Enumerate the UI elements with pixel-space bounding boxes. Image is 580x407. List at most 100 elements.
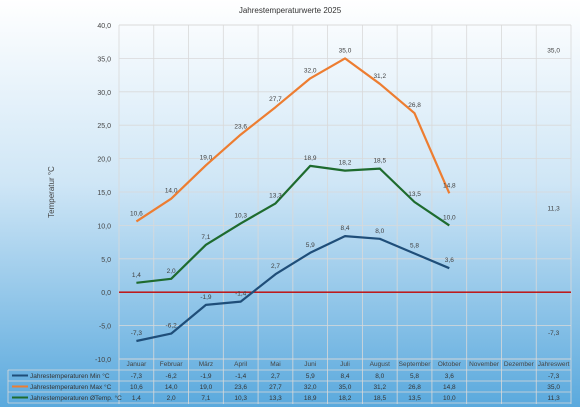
- data-label: 14,0: [165, 188, 178, 195]
- y-axis-label: Temperatur °C: [47, 166, 56, 218]
- chart-title: Jahrestemperaturwerte 2025: [239, 6, 342, 15]
- data-label: 11,3: [548, 206, 561, 213]
- y-tick-label: -10,0: [95, 357, 111, 364]
- x-category-label: Oktober: [438, 361, 462, 368]
- data-label: -7,3: [548, 330, 560, 337]
- data-label: 18,9: [304, 155, 317, 162]
- table-cell: 35,0: [339, 384, 352, 391]
- x-category-label: November: [469, 361, 500, 368]
- data-label: 10,6: [130, 210, 143, 217]
- table-cell: 14,8: [443, 384, 456, 391]
- series-line-2: [135, 57, 451, 223]
- table-cell: 18,5: [373, 395, 386, 402]
- table-cell: 3,6: [445, 373, 454, 380]
- y-tick-label: 25,0: [97, 123, 111, 130]
- y-tick-label: -5,0: [99, 324, 111, 331]
- legend-label: Jahrestemperaturen Max °C: [30, 383, 112, 391]
- table-cell: 18,9: [304, 395, 317, 402]
- data-label: 23,6: [234, 124, 247, 131]
- table-cell: -1,9: [200, 373, 212, 380]
- table-cell: 13,5: [408, 395, 421, 402]
- data-label: 31,2: [373, 73, 386, 80]
- table-cell: -7,3: [548, 373, 560, 380]
- table-cell: 5,8: [410, 373, 419, 380]
- table-cell: 10,6: [130, 384, 143, 391]
- table-cell: -7,3: [131, 373, 143, 380]
- table-cell: 11,3: [548, 395, 561, 402]
- table-cell: 2,7: [271, 373, 280, 380]
- table-cell: 1,4: [132, 395, 141, 402]
- data-label: 2,7: [271, 263, 280, 270]
- x-category-label: Februar: [160, 361, 184, 368]
- series-line-1: [136, 235, 450, 343]
- x-category-label: Dezember: [504, 361, 535, 368]
- table-cell: 8,4: [340, 373, 349, 380]
- data-label: 27,7: [269, 96, 282, 103]
- data-label: -1,9: [200, 294, 212, 301]
- series-line-3: [136, 164, 450, 284]
- data-label: 18,5: [373, 158, 386, 165]
- data-label: 10,0: [443, 214, 456, 221]
- data-label: -6,2: [166, 323, 178, 330]
- table-cell: 23,6: [234, 384, 247, 391]
- table-cell: 35,0: [547, 384, 560, 391]
- table-cell: 8,0: [375, 373, 384, 380]
- y-tick-label: 0,0: [101, 290, 111, 297]
- x-category-label: Juni: [304, 361, 316, 368]
- table-cell: 26,8: [408, 384, 421, 391]
- y-tick-label: 20,0: [97, 157, 111, 164]
- data-label: -7,3: [131, 330, 143, 337]
- x-category-label: Juli: [340, 361, 350, 368]
- data-label: 35,0: [339, 47, 352, 54]
- data-label: 13,3: [269, 192, 282, 199]
- y-tick-label: 15,0: [97, 190, 111, 197]
- x-category-label: Jahreswert: [538, 361, 570, 368]
- data-label: 7,1: [201, 234, 210, 241]
- table-cell: 18,2: [339, 395, 352, 402]
- data-label: 14,8: [443, 182, 456, 189]
- x-category-label: April: [234, 361, 248, 368]
- legend-label: Jahrestemperaturen Min °C: [30, 372, 110, 380]
- data-label: 3,6: [445, 257, 454, 264]
- table-cell: -1,4: [235, 373, 247, 380]
- table-cell: 10,0: [443, 395, 456, 402]
- y-tick-label: 35,0: [97, 56, 111, 63]
- table-cell: 5,9: [306, 373, 315, 380]
- table-cell: 10,3: [234, 395, 247, 402]
- table-cell: 13,3: [269, 395, 282, 402]
- data-label: 10,3: [234, 212, 247, 219]
- data-label: 18,2: [339, 160, 352, 167]
- data-label: 8,4: [340, 225, 349, 232]
- data-label: 5,9: [306, 242, 315, 249]
- table-cell: 19,0: [200, 384, 213, 391]
- data-label: 19,0: [200, 154, 213, 161]
- data-label: -1,4: [235, 291, 247, 298]
- y-tick-label: 40,0: [97, 23, 111, 30]
- table-cell: 32,0: [304, 384, 317, 391]
- x-category-label: September: [399, 361, 432, 368]
- table-cell: 31,2: [373, 384, 386, 391]
- data-label: 5,8: [410, 242, 419, 249]
- y-tick-label: 10,0: [97, 223, 111, 230]
- legend-label: Jahrestemperaturen ØTemp. °C: [30, 394, 122, 402]
- table-cell: 27,7: [269, 384, 282, 391]
- y-tick-label: 30,0: [97, 90, 111, 97]
- data-label: 2,0: [167, 268, 176, 275]
- x-category-label: August: [370, 361, 390, 368]
- table-cell: 14,0: [165, 384, 178, 391]
- x-category-label: Januar: [126, 361, 147, 368]
- data-label: 1,4: [132, 272, 141, 279]
- table-cell: 7,1: [201, 395, 210, 402]
- data-label: 26,8: [408, 102, 421, 109]
- x-category-label: Mai: [270, 361, 280, 368]
- y-tick-label: 5,0: [101, 257, 111, 264]
- data-label: 13,5: [408, 191, 421, 198]
- table-cell: -6,2: [166, 373, 178, 380]
- table-cell: 2,0: [167, 395, 176, 402]
- data-label: 32,0: [304, 67, 317, 74]
- data-label: 8,0: [375, 228, 384, 235]
- data-label: 35,0: [547, 47, 560, 54]
